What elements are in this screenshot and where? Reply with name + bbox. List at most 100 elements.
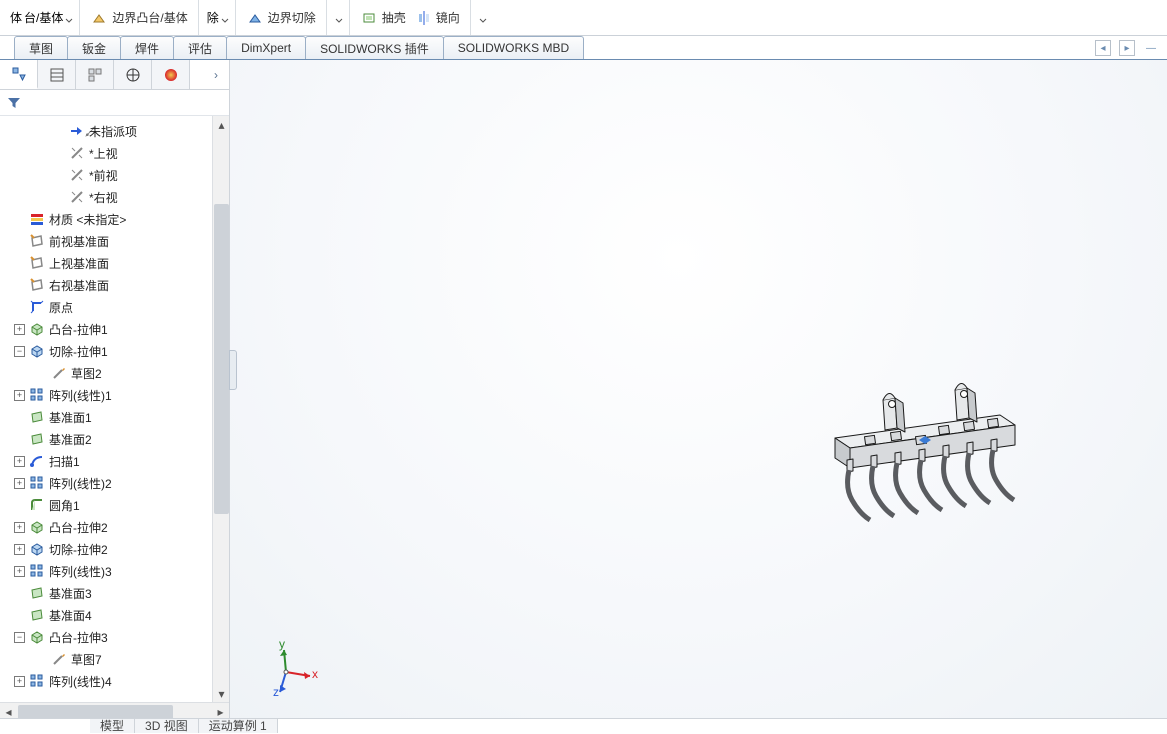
tree-node[interactable]: +阵列(线性)4 — [0, 670, 229, 692]
tree-node[interactable]: −切除-拉伸1 — [0, 340, 229, 362]
tree-node[interactable]: + 阵列(线性)2 — [0, 472, 229, 494]
tree-node-label: *右视 — [89, 189, 118, 206]
chevron-down-icon[interactable] — [335, 14, 343, 22]
scroll-up-button[interactable]: ▴ — [213, 116, 229, 133]
tab-weldments[interactable]: 焊件 — [120, 36, 174, 59]
pattern-icon — [29, 475, 45, 491]
tree-node[interactable]: 圆角1 — [0, 494, 229, 516]
axis-z-label: z — [273, 685, 279, 698]
tree-node-label: 基准面3 — [49, 585, 92, 602]
boundary-cut-button[interactable]: 边界切除 — [244, 7, 320, 28]
tree-node[interactable]: 前视基准面 — [0, 230, 229, 252]
tree-vscrollbar[interactable]: ▴ ▾ — [212, 116, 229, 702]
tree-node-label: 上视基准面 — [49, 255, 109, 272]
tree-expander[interactable]: + — [14, 522, 25, 533]
tree-node-label: 阵列(线性)2 — [49, 475, 112, 492]
chevron-down-icon[interactable] — [221, 14, 229, 22]
pattern-icon — [29, 563, 45, 579]
tree-node-label: 右视基准面 — [49, 277, 109, 294]
view-icon — [69, 145, 85, 161]
filter-icon — [6, 95, 22, 111]
tree-node[interactable]: + 扫描1 — [0, 450, 229, 472]
tree-node[interactable]: 基准面2 — [0, 428, 229, 450]
tree-expander[interactable]: + — [14, 456, 25, 467]
panel-splitter[interactable] — [229, 350, 237, 390]
sweep-icon — [29, 453, 45, 469]
tree-node-label: 草图2 — [71, 365, 102, 382]
tree-expander[interactable]: + — [14, 478, 25, 489]
motion-tab-3dview[interactable]: 3D 视图 — [135, 719, 199, 733]
filter-row[interactable] — [0, 90, 229, 116]
prev-view-button[interactable]: ◂ — [1095, 40, 1111, 56]
refplane-icon — [29, 585, 45, 601]
tree-expander[interactable]: − — [14, 346, 25, 357]
tree-node[interactable]: +凸台-拉伸1 — [0, 318, 229, 340]
tree-node[interactable]: 右视基准面 — [0, 274, 229, 296]
tree-expander[interactable]: + — [14, 544, 25, 555]
tab-dimxpert[interactable]: DimXpert — [226, 36, 306, 59]
cut-icon — [29, 541, 45, 557]
chevron-down-icon[interactable] — [65, 14, 73, 22]
refplane-icon — [29, 607, 45, 623]
shell-icon — [362, 10, 378, 26]
boundary-boss-button[interactable]: 边界凸台/基体 — [88, 7, 191, 28]
ribbon-label: 边界切除 — [268, 9, 316, 26]
cut-icon — [29, 343, 45, 359]
tree-node[interactable]: *上视 — [0, 142, 229, 164]
ribbon-label: 镜向 — [436, 9, 460, 26]
sketch-icon — [51, 365, 67, 381]
tab-sw-addins[interactable]: SOLIDWORKS 插件 — [305, 36, 444, 59]
tab-sketch[interactable]: 草图 — [14, 36, 68, 59]
tree-node[interactable]: 草图2 — [0, 362, 229, 384]
graphics-viewport[interactable] — [230, 60, 1167, 718]
panel-tab-feature-tree[interactable] — [0, 60, 38, 89]
scroll-thumb[interactable] — [214, 204, 229, 514]
tree-node[interactable]: 上视基准面 — [0, 252, 229, 274]
tree-node[interactable]: 原点 — [0, 296, 229, 318]
mirror-button[interactable]: 镜向 — [412, 7, 464, 28]
tree-expander[interactable]: + — [14, 566, 25, 577]
pattern-icon — [29, 387, 45, 403]
tree-node[interactable]: +阵列(线性)3 — [0, 560, 229, 582]
tree-node[interactable]: +切除-拉伸2 — [0, 538, 229, 560]
tab-sw-mbd[interactable]: SOLIDWORKS MBD — [443, 36, 584, 59]
tab-label: 钣金 — [82, 40, 106, 57]
tab-evaluate[interactable]: 评估 — [173, 36, 227, 59]
panel-tab-config[interactable] — [76, 60, 114, 89]
tree-node[interactable]: 材质 <未指定> — [0, 208, 229, 230]
tree-node[interactable]: 基准面3 — [0, 582, 229, 604]
panel-tab-property[interactable] — [38, 60, 76, 89]
sketch-icon — [51, 651, 67, 667]
tab-label: 模型 — [100, 719, 124, 733]
chevron-down-icon[interactable] — [479, 14, 487, 22]
tree-node-label: 草图7 — [71, 651, 102, 668]
tree-node[interactable]: 未指派项 — [0, 120, 229, 142]
tree-expander[interactable]: + — [14, 390, 25, 401]
panel-tab-dimxpert[interactable] — [114, 60, 152, 89]
tree-node[interactable]: *右视 — [0, 186, 229, 208]
tree-node[interactable]: 基准面4 — [0, 604, 229, 626]
view-triad[interactable]: x y z — [266, 638, 326, 698]
tree-expander[interactable]: − — [14, 632, 25, 643]
tree-node-label: 凸台-拉伸2 — [49, 519, 108, 536]
motion-tab-model[interactable]: 模型 — [90, 719, 135, 733]
tree-node[interactable]: 草图7 — [0, 648, 229, 670]
tree-node[interactable]: +阵列(线性)1 — [0, 384, 229, 406]
motion-tab-study[interactable]: 运动算例 1 — [199, 719, 278, 733]
tree-node[interactable]: *前视 — [0, 164, 229, 186]
tree-expander[interactable]: + — [14, 324, 25, 335]
tree-node[interactable]: + 凸台-拉伸2 — [0, 516, 229, 538]
panel-tabs-more[interactable]: › — [203, 68, 229, 82]
tree-node[interactable]: −凸台-拉伸3 — [0, 626, 229, 648]
tree-node[interactable]: 基准面1 — [0, 406, 229, 428]
ribbon-frag-label: 台/基体 — [24, 9, 63, 26]
scroll-down-button[interactable]: ▾ — [213, 685, 229, 702]
tree-node-label: 扫描1 — [49, 453, 80, 470]
shell-button[interactable]: 抽壳 — [358, 7, 410, 28]
minimize-button[interactable]: — — [1143, 40, 1159, 56]
tab-sheetmetal[interactable]: 钣金 — [67, 36, 121, 59]
plane-icon — [29, 255, 45, 271]
tree-expander[interactable]: + — [14, 676, 25, 687]
next-view-button[interactable]: ▸ — [1119, 40, 1135, 56]
panel-tab-display[interactable] — [152, 60, 190, 89]
